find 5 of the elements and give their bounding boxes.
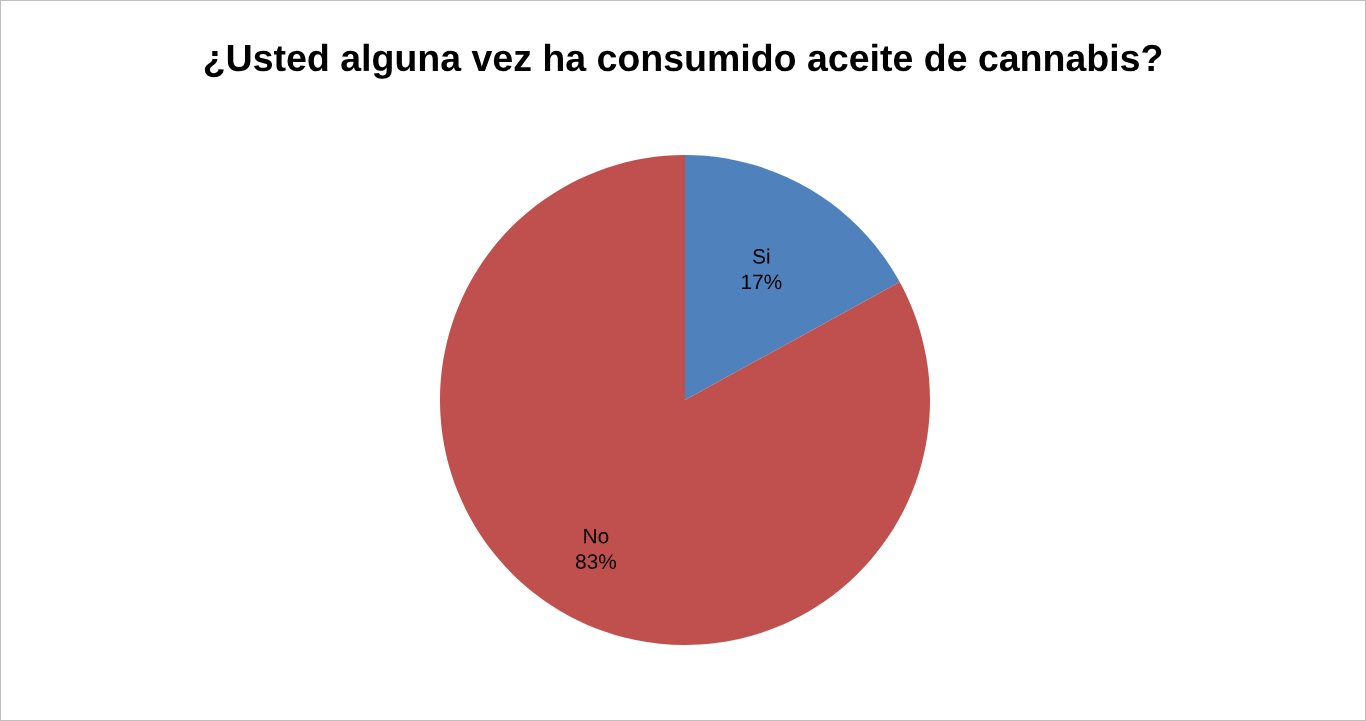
chart-title: ¿Usted alguna vez ha consumido aceite de cannabis? — [204, 43, 1162, 79]
data-label: 83% — [575, 554, 617, 569]
slice-label: Si — [753, 248, 770, 264]
data-label: 17% — [742, 274, 782, 290]
slice-label: No — [584, 528, 609, 544]
